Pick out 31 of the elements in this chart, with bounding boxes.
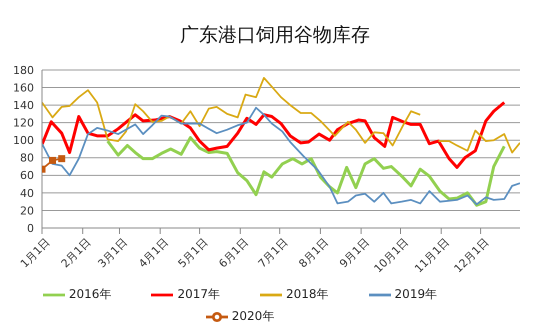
legend-label: 2019年 [394,287,438,302]
chart-title: 广东港口饲用谷物库存 [179,23,371,48]
y-tick-label: 140 [13,99,34,112]
y-tick-label: 100 [13,134,34,148]
line-series [42,106,520,206]
legend-label: 2018年 [286,287,329,302]
y-tick-label: 180 [13,64,34,77]
x-tick-label: 1月1日 [18,236,53,270]
y-tick-label: 160 [13,81,34,94]
x-tick-label: 12月1日 [452,236,492,276]
x-tick-label: 5月1日 [176,236,210,270]
legend-label: 2016年 [68,287,112,302]
line-series [106,136,506,207]
y-tick-label: 0 [27,222,34,235]
y-tick-label: 40 [20,186,34,200]
x-tick-label: 9月1日 [337,236,372,270]
x-tick-label: 2月1日 [58,236,94,270]
y-tick-label: 20 [20,204,34,218]
line-series [42,100,506,169]
x-tick-label: 6月1日 [216,236,251,270]
y-tick-label: 120 [13,116,34,130]
y-tick-label: 80 [20,152,34,165]
x-tick-label: 3月1日 [95,236,130,270]
x-tick-label: 8月1日 [296,236,331,270]
legend-label: 2017年 [177,287,220,302]
y-tick-label: 60 [20,169,34,182]
x-tick-label: 10月1日 [372,236,412,276]
x-tick-label: 11月1日 [412,236,452,276]
x-tick-label: 4月1日 [136,236,171,270]
legend-label: 2020年 [232,309,274,324]
x-tick-label: 7月1日 [256,236,290,270]
